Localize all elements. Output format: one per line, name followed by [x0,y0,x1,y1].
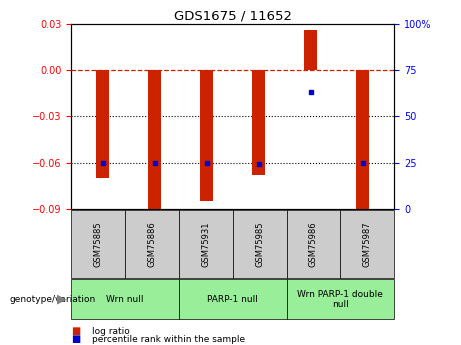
Bar [356,70,369,210]
Bar [200,70,213,201]
Text: genotype/variation: genotype/variation [9,295,95,304]
Text: log ratio: log ratio [92,327,130,336]
Text: ■: ■ [71,326,81,336]
Text: Wrn PARP-1 double
null: Wrn PARP-1 double null [297,289,383,309]
Bar [96,70,109,178]
Bar [252,70,266,175]
Text: GSM75931: GSM75931 [201,221,210,267]
Text: PARP-1 null: PARP-1 null [207,295,258,304]
Bar [304,30,317,70]
Text: GSM75885: GSM75885 [94,221,103,267]
Text: Wrn null: Wrn null [106,295,144,304]
Text: percentile rank within the sample: percentile rank within the sample [92,335,245,344]
Text: GSM75886: GSM75886 [148,221,157,267]
Title: GDS1675 / 11652: GDS1675 / 11652 [174,10,292,23]
Text: GSM75987: GSM75987 [363,221,372,267]
Text: GSM75985: GSM75985 [255,221,264,267]
Text: ■: ■ [71,334,81,344]
Text: ▶: ▶ [57,293,66,306]
Bar [148,70,161,212]
Text: GSM75986: GSM75986 [309,221,318,267]
